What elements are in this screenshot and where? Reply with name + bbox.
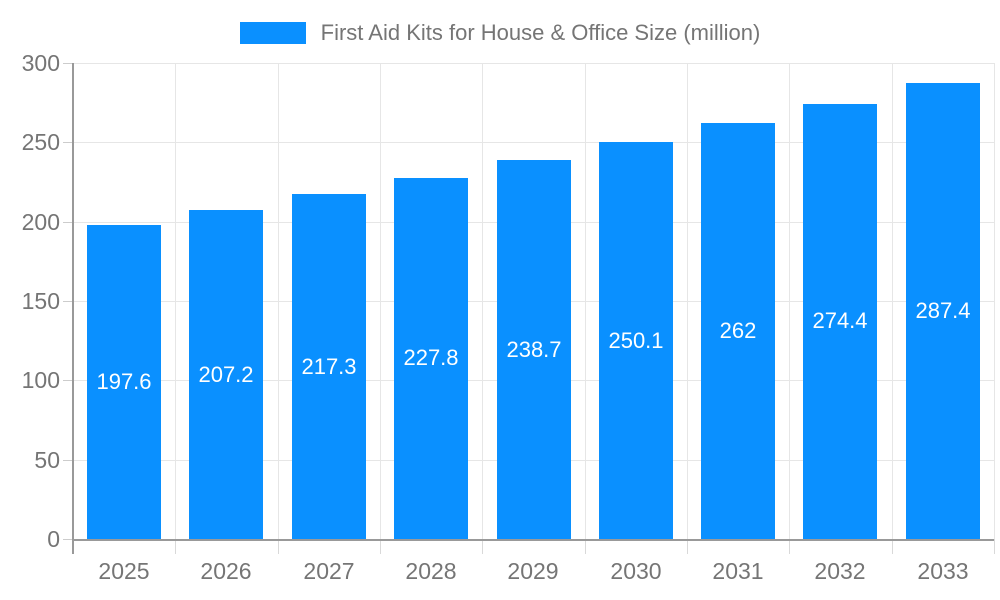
y-axis-label: 200 xyxy=(21,209,60,235)
h-gridline xyxy=(73,63,994,64)
v-gridline xyxy=(892,63,893,539)
y-axis-tick xyxy=(63,142,73,143)
bar-2033[interactable] xyxy=(906,83,980,539)
y-axis-tick xyxy=(63,63,73,64)
x-axis-tick xyxy=(278,539,279,554)
bar-2030[interactable] xyxy=(599,142,673,539)
y-axis-label: 50 xyxy=(34,447,60,473)
legend-swatch xyxy=(239,22,306,44)
x-axis-label: 2030 xyxy=(610,558,662,584)
y-axis-label: 100 xyxy=(21,367,60,393)
bar-2028[interactable] xyxy=(394,178,468,539)
x-axis-label: 2031 xyxy=(712,558,764,584)
h-gridline xyxy=(73,142,994,143)
v-gridline xyxy=(482,63,483,539)
x-axis-tick xyxy=(994,539,995,554)
x-axis-label: 2033 xyxy=(917,558,969,584)
bar-2032[interactable] xyxy=(803,104,877,539)
chart-title: First Aid Kits for House & Office Size (… xyxy=(320,20,761,45)
y-axis-tick xyxy=(63,460,73,461)
v-gridline xyxy=(994,63,995,539)
v-gridline xyxy=(278,63,279,539)
v-gridline xyxy=(175,63,176,539)
bar-2025[interactable] xyxy=(87,225,161,539)
y-axis-tick xyxy=(63,380,73,381)
legend[interactable]: First Aid Kits for House & Office Size (… xyxy=(0,18,1000,48)
x-axis-label: 2028 xyxy=(405,558,457,584)
x-axis-label: 2026 xyxy=(200,558,252,584)
y-axis-tick xyxy=(63,301,73,302)
v-gridline xyxy=(380,63,381,539)
y-axis-tick xyxy=(63,539,73,540)
x-axis-tick xyxy=(892,539,893,554)
x-axis-label: 2025 xyxy=(98,558,150,584)
x-axis-tick xyxy=(585,539,586,554)
y-axis-line xyxy=(72,63,74,554)
y-axis-label: 250 xyxy=(21,129,60,155)
bar-2026[interactable] xyxy=(189,210,263,539)
y-axis-label: 150 xyxy=(21,288,60,314)
x-axis-line xyxy=(72,539,994,541)
x-axis-tick xyxy=(175,539,176,554)
v-gridline xyxy=(789,63,790,539)
v-gridline xyxy=(687,63,688,539)
x-axis-tick xyxy=(482,539,483,554)
x-axis-label: 2027 xyxy=(303,558,355,584)
x-axis-tick xyxy=(789,539,790,554)
bar-2031[interactable] xyxy=(701,123,775,539)
x-axis-label: 2032 xyxy=(814,558,866,584)
x-axis-tick xyxy=(380,539,381,554)
x-axis-label: 2029 xyxy=(507,558,559,584)
y-axis-label: 0 xyxy=(47,526,60,552)
x-axis-tick xyxy=(687,539,688,554)
v-gridline xyxy=(585,63,586,539)
bar-2029[interactable] xyxy=(497,160,571,539)
y-axis-tick xyxy=(63,222,73,223)
y-axis-label: 300 xyxy=(21,50,60,76)
bar-2027[interactable] xyxy=(292,194,366,539)
